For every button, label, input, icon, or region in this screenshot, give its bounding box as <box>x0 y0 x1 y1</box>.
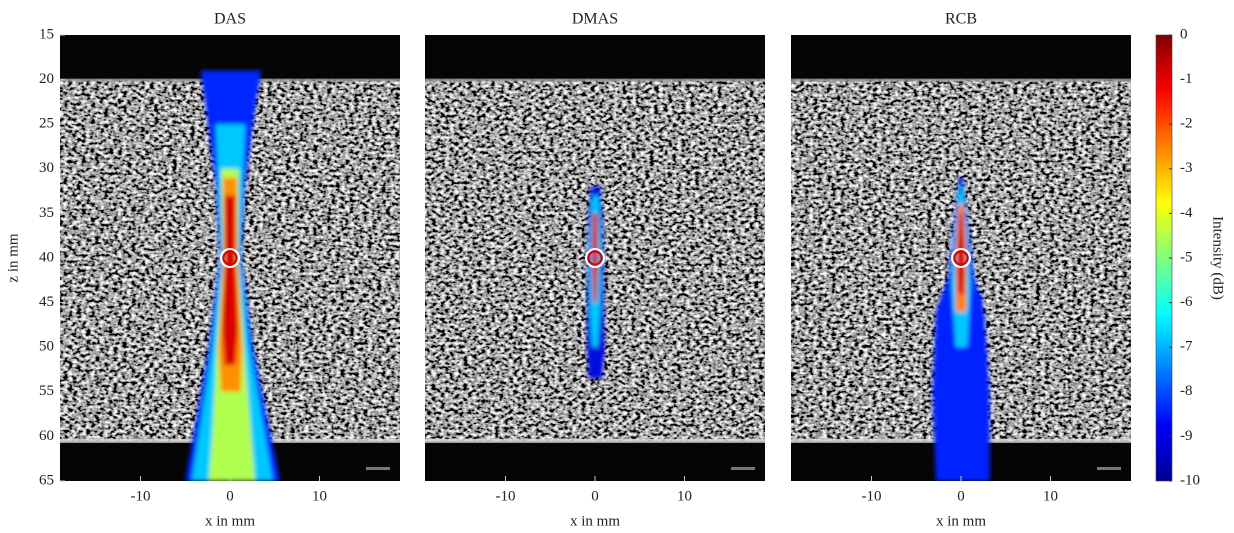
x-tick-label: 10 <box>677 488 692 504</box>
x-tick-label: 10 <box>1043 488 1058 504</box>
x-tick-label: 0 <box>226 488 234 504</box>
y-tick-label: 20 <box>39 71 54 87</box>
x-axis-label: x in mm <box>205 513 255 529</box>
panel-title: DMAS <box>572 11 618 28</box>
colorbar-tick-label: -1 <box>1180 71 1193 87</box>
y-tick-label: 40 <box>39 249 54 265</box>
x-tick-label: -10 <box>496 488 516 504</box>
colorbar-tick-label: -2 <box>1180 116 1193 132</box>
panel <box>60 35 400 481</box>
plume-layer <box>956 213 966 294</box>
plume-layer <box>591 213 599 303</box>
panel <box>425 35 765 481</box>
y-tick-label: 55 <box>39 383 54 399</box>
colorbar-tick-label: -7 <box>1180 339 1193 355</box>
x-tick-label: -10 <box>862 488 882 504</box>
y-tick-label: 50 <box>39 339 54 355</box>
target-marker <box>951 248 971 268</box>
colorbar-tick-label: -8 <box>1180 383 1193 399</box>
x-tick-label: 0 <box>591 488 599 504</box>
x-tick-label: 10 <box>312 488 327 504</box>
colorbar-tick-label: -4 <box>1180 205 1193 221</box>
panel <box>791 35 1131 481</box>
y-tick-label: 60 <box>39 428 54 444</box>
y-tick-label: 65 <box>39 472 54 488</box>
target-marker <box>220 248 240 268</box>
colorbar-tick-label: -5 <box>1180 249 1193 265</box>
y-tick-label: 45 <box>39 294 54 310</box>
bright-line <box>791 78 1131 82</box>
panel-title: RCB <box>945 11 977 28</box>
bright-line <box>425 438 765 443</box>
plume <box>586 186 605 379</box>
x-tick-label: 0 <box>957 488 965 504</box>
y-tick-label: 25 <box>39 116 54 132</box>
bright-line <box>425 78 765 82</box>
x-tick-label: -10 <box>131 488 151 504</box>
y-tick-label: 30 <box>39 160 54 176</box>
colorbar-tick-label: -3 <box>1180 160 1193 176</box>
streak <box>1097 467 1121 470</box>
streak <box>366 467 390 470</box>
target-marker-inner <box>587 250 603 266</box>
y-tick-label: 35 <box>39 205 54 221</box>
colorbar-tick-label: -9 <box>1180 428 1193 444</box>
colorbar-label: Intensity (dB) <box>1210 216 1226 300</box>
x-axis-label: x in mm <box>936 513 986 529</box>
x-axis-label: x in mm <box>570 513 620 529</box>
colorbar-tick-label: 0 <box>1180 26 1188 42</box>
panel-title: DAS <box>214 11 246 28</box>
streak <box>731 467 755 470</box>
y-tick-label: 15 <box>39 26 54 42</box>
target-marker-inner <box>222 250 238 266</box>
target-marker-inner <box>953 250 969 266</box>
colorbar-tick-label: -6 <box>1180 294 1193 310</box>
plume <box>185 70 281 481</box>
target-marker <box>585 248 605 268</box>
colorbar-tick-label: -10 <box>1180 472 1200 488</box>
plume-layer <box>221 195 239 366</box>
y-axis-label: z in mm <box>5 233 21 282</box>
